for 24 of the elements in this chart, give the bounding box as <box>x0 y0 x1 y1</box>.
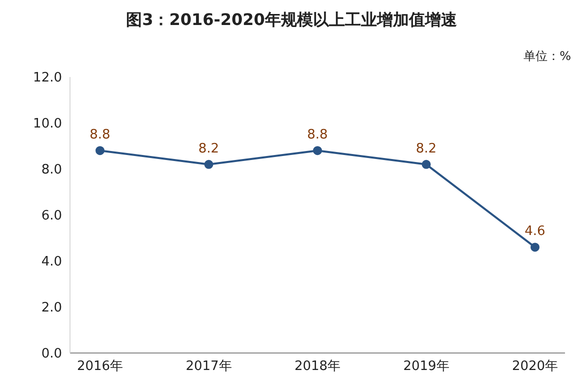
y-tick-label: 4.0 <box>41 254 62 270</box>
data-label: 8.2 <box>416 141 437 156</box>
data-label: 8.8 <box>90 128 110 143</box>
x-tick-label: 2020年 <box>512 359 558 374</box>
y-tick-label: 6.0 <box>41 208 62 224</box>
y-tick-label: 8.0 <box>41 162 62 178</box>
x-tick-label: 2016年 <box>76 359 124 374</box>
x-tick-label: 2017年 <box>186 359 232 374</box>
y-tick-label: 2.0 <box>41 300 62 316</box>
y-tick-label: 0.0 <box>41 346 62 362</box>
data-label: 8.8 <box>307 128 328 143</box>
point <box>96 146 104 156</box>
point <box>422 160 431 169</box>
point <box>313 146 322 156</box>
x-tick-label: 2018年 <box>294 359 341 374</box>
chart-title: 图3：2016-2020年规模以上工业增加值增速 <box>125 10 458 31</box>
data-label: 4.6 <box>524 224 546 240</box>
y-tick-label: 12.0 <box>33 70 62 86</box>
x-tick-label: 2019年 <box>403 359 450 374</box>
data-label: 8.2 <box>198 141 220 156</box>
point <box>530 242 540 252</box>
text: 单位：% <box>524 48 571 65</box>
point <box>204 160 214 169</box>
y-tick-label: 10.0 <box>33 116 62 132</box>
